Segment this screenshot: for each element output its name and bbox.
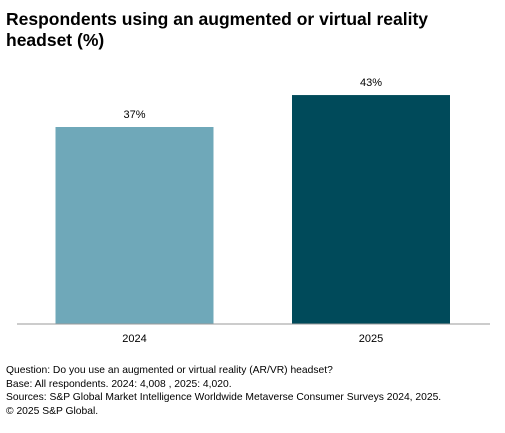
label-group: 37% 2024 43% 2025 — [122, 77, 383, 345]
data-label-2024: 37% — [123, 109, 145, 121]
copyright-note: © 2025 S&P Global. — [6, 405, 99, 417]
chart-notes: Question: Do you use an augmented or vir… — [6, 364, 501, 418]
question-note: Question: Do you use an augmented or vir… — [6, 365, 333, 376]
chart-title: Respondents using an augmented or virtua… — [6, 9, 429, 50]
bar-group — [55, 95, 450, 325]
bar-2025 — [292, 95, 450, 325]
x-tick-label-2025: 2025 — [359, 333, 383, 345]
bar-2024 — [55, 127, 214, 324]
sources-note: Sources: S&P Global Market Intelligence … — [6, 392, 442, 404]
x-tick-label-2024: 2024 — [122, 333, 146, 345]
data-label-2025: 43% — [360, 77, 382, 89]
base-note: Base: All respondents. 2024: 4,008 , 202… — [6, 378, 232, 390]
